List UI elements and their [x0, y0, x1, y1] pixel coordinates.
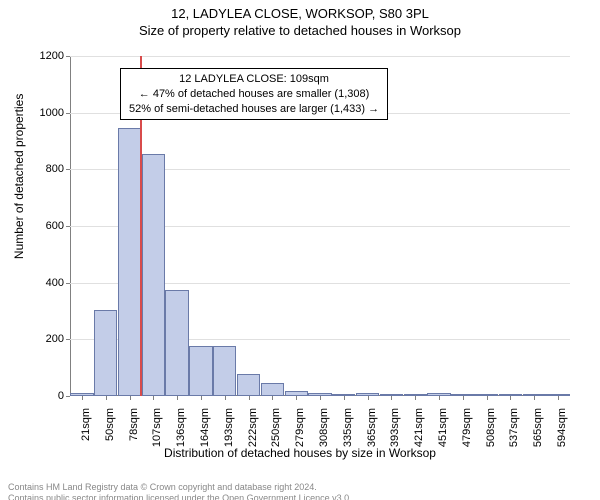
y-tick-label: 400	[46, 277, 64, 289]
y-tick-label: 0	[58, 390, 64, 402]
histogram-bar	[118, 128, 141, 396]
x-tick-label: 222sqm	[247, 408, 259, 447]
x-tick-mark	[391, 396, 392, 400]
x-tick-mark	[368, 396, 369, 400]
x-tick-label: 335sqm	[342, 408, 354, 447]
y-tick-mark	[66, 113, 70, 114]
x-tick-mark	[534, 396, 535, 400]
y-tick-label: 800	[46, 163, 64, 175]
annotation-box: 12 LADYLEA CLOSE: 109sqm← 47% of detache…	[120, 68, 388, 121]
x-tick-mark	[296, 396, 297, 400]
x-tick-label: 279sqm	[294, 408, 306, 447]
page-title: 12, LADYLEA CLOSE, WORKSOP, S80 3PL	[0, 6, 600, 21]
page-subtitle: Size of property relative to detached ho…	[0, 23, 600, 38]
footer-attribution: Contains HM Land Registry data © Crown c…	[8, 482, 352, 500]
x-tick-mark	[463, 396, 464, 400]
y-tick-mark	[66, 396, 70, 397]
histogram-bar	[165, 290, 188, 396]
y-tick-mark	[66, 339, 70, 340]
y-tick-mark	[66, 226, 70, 227]
x-tick-label: 594sqm	[556, 408, 568, 447]
y-tick-mark	[66, 56, 70, 57]
histogram-bar	[213, 346, 236, 396]
annotation-line: 12 LADYLEA CLOSE: 109sqm	[129, 72, 379, 87]
annotation-line: 52% of semi-detached houses are larger (…	[129, 102, 379, 117]
x-tick-mark	[558, 396, 559, 400]
x-tick-mark	[130, 396, 131, 400]
y-tick-label: 200	[46, 333, 64, 345]
x-tick-label: 250sqm	[270, 408, 282, 447]
x-tick-label: 308sqm	[318, 408, 330, 447]
x-tick-mark	[415, 396, 416, 400]
x-tick-label: 136sqm	[175, 408, 187, 447]
histogram-bar	[94, 310, 117, 396]
x-tick-label: 164sqm	[199, 408, 211, 447]
histogram-plot: 02004006008001000120021sqm50sqm78sqm107s…	[70, 56, 570, 396]
x-tick-mark	[153, 396, 154, 400]
footer-line-1: Contains HM Land Registry data © Crown c…	[8, 482, 352, 493]
x-tick-mark	[106, 396, 107, 400]
histogram-bar	[237, 374, 260, 396]
x-axis-title: Distribution of detached houses by size …	[0, 446, 600, 460]
x-tick-mark	[201, 396, 202, 400]
grid-line	[70, 56, 570, 57]
x-tick-label: 193sqm	[223, 408, 235, 447]
x-tick-mark	[510, 396, 511, 400]
y-tick-label: 600	[46, 220, 64, 232]
x-tick-mark	[439, 396, 440, 400]
x-tick-label: 537sqm	[508, 408, 520, 447]
x-tick-mark	[82, 396, 83, 400]
x-tick-label: 421sqm	[413, 408, 425, 447]
footer-line-2: Contains public sector information licen…	[8, 493, 352, 500]
x-tick-label: 451sqm	[437, 408, 449, 447]
y-tick-mark	[66, 283, 70, 284]
y-tick-mark	[66, 169, 70, 170]
y-axis-title: Number of detached properties	[12, 94, 26, 259]
x-tick-mark	[272, 396, 273, 400]
x-tick-label: 479sqm	[461, 408, 473, 447]
x-tick-label: 365sqm	[366, 408, 378, 447]
y-tick-label: 1000	[40, 107, 64, 119]
histogram-bar	[189, 346, 212, 396]
x-tick-label: 107sqm	[151, 408, 163, 447]
x-tick-mark	[225, 396, 226, 400]
x-tick-mark	[320, 396, 321, 400]
x-tick-label: 78sqm	[128, 408, 140, 441]
x-tick-label: 565sqm	[532, 408, 544, 447]
x-tick-label: 21sqm	[80, 408, 92, 441]
y-tick-label: 1200	[40, 50, 64, 62]
histogram-bar	[142, 154, 165, 396]
x-tick-mark	[177, 396, 178, 400]
x-tick-label: 393sqm	[389, 408, 401, 447]
x-tick-label: 508sqm	[485, 408, 497, 447]
histogram-bar	[261, 383, 284, 396]
x-tick-mark	[249, 396, 250, 400]
x-tick-mark	[487, 396, 488, 400]
x-tick-mark	[344, 396, 345, 400]
x-tick-label: 50sqm	[104, 408, 116, 441]
annotation-line: ← 47% of detached houses are smaller (1,…	[129, 87, 379, 102]
